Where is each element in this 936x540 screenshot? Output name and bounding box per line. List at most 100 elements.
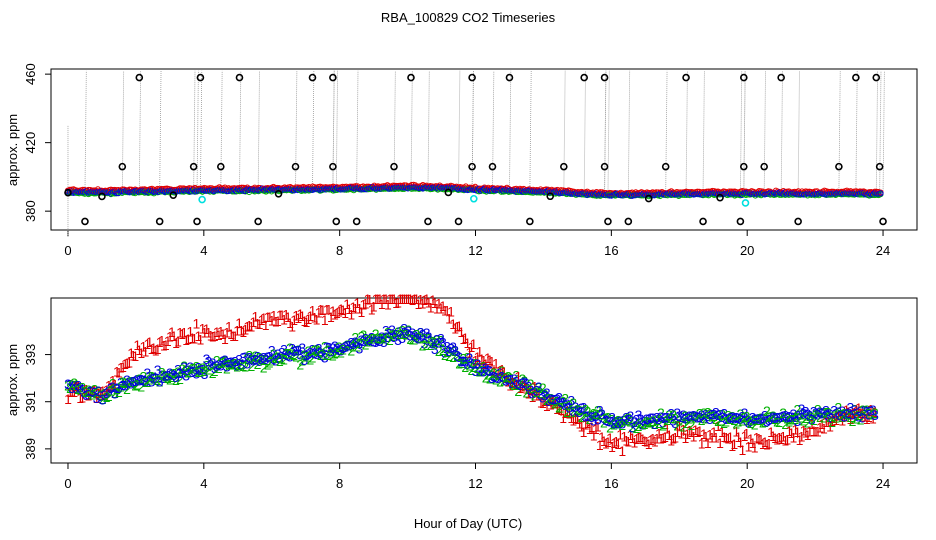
trace-line [471, 70, 474, 191]
bottom-point-series-2: 2 [718, 406, 726, 422]
bottom-point-series-3: 3 [415, 330, 423, 346]
bottom-point-series-2: 2 [296, 357, 304, 373]
bottom-point-series-1: 1 [209, 329, 217, 345]
bottom-point-series-3: 3 [194, 359, 202, 375]
bottom-point-series-3: 3 [274, 346, 282, 362]
bottom-point-series-1: 1 [437, 300, 445, 316]
y-tick-label: 393 [23, 344, 38, 366]
bottom-point-series-3: 3 [91, 384, 99, 400]
bottom-point-series-2: 2 [706, 406, 714, 422]
y-tick-label: 420 [23, 132, 38, 154]
bottom-point-series-1: 1 [474, 349, 482, 365]
bottom-point-series-2: 2 [154, 372, 162, 388]
bottom-point-series-3: 3 [604, 413, 612, 429]
bottom-point-series-3: 3 [372, 334, 380, 350]
bottom-point-series-3: 3 [129, 373, 137, 389]
bottom-point-series-3: 3 [712, 404, 720, 420]
bottom-point-series-3: 3 [154, 362, 162, 378]
top-cyan-point [470, 194, 478, 203]
bottom-point-series-3: 3 [631, 414, 639, 430]
bottom-point-series-1: 1 [390, 291, 398, 307]
bottom-point-series-3: 3 [425, 329, 433, 345]
bottom-point-series-3: 3 [317, 345, 325, 361]
bottom-point-series-1: 1 [573, 411, 581, 427]
bottom-point-series-1: 1 [787, 425, 795, 441]
bottom-point-series-1: 1 [443, 302, 451, 318]
bottom-point-series-3: 3 [400, 321, 408, 337]
bottom-point-series-1: 1 [256, 316, 264, 332]
bottom-point-series-1: 1 [239, 324, 247, 340]
bottom-point-series-3: 3 [337, 342, 345, 358]
bottom-point-series-2: 2 [806, 408, 814, 424]
bottom-point-series-2: 2 [415, 329, 423, 345]
bottom-point-series-2: 2 [529, 380, 537, 396]
bottom-point-series-2: 2 [604, 410, 612, 426]
bottom-point-series-1: 1 [201, 324, 209, 340]
bottom-point-series-1: 1 [675, 418, 683, 434]
bottom-point-series-2: 2 [737, 406, 745, 422]
trace-line [838, 70, 841, 195]
bottom-point-series-2: 2 [606, 419, 614, 435]
bottom-point-series-1: 1 [288, 319, 296, 335]
bottom-point-series-1: 1 [730, 436, 738, 452]
bottom-point-series-2: 2 [677, 409, 685, 425]
bottom-point-series-1: 1 [260, 310, 268, 326]
bottom-point-series-2: 2 [166, 372, 174, 388]
bottom-point-series-2: 2 [641, 416, 649, 432]
trace-line [529, 70, 532, 193]
bottom-point-series-2: 2 [714, 413, 722, 429]
bottom-point-series-3: 3 [117, 374, 125, 390]
bottom-point-series-1: 1 [274, 313, 282, 329]
bottom-point-series-1: 1 [280, 312, 288, 328]
bottom-point-series-2: 2 [561, 391, 569, 407]
bottom-point-series-2: 2 [374, 330, 382, 346]
bottom-point-series-2: 2 [661, 416, 669, 432]
bottom-point-series-1: 1 [512, 376, 520, 392]
bottom-point-series-2: 2 [288, 346, 296, 362]
bottom-point-series-3: 3 [315, 341, 323, 357]
bottom-point-series-2: 2 [857, 411, 865, 427]
bottom-point-series-3: 3 [392, 326, 400, 342]
bottom-point-series-2: 2 [264, 357, 272, 373]
bottom-point-series-3: 3 [498, 369, 506, 385]
top-outlier-point [274, 189, 283, 198]
bottom-point-series-3: 3 [437, 330, 445, 346]
bottom-point-series-3: 3 [618, 416, 626, 432]
bottom-point-series-1: 1 [596, 437, 604, 453]
bottom-point-series-1: 1 [203, 321, 211, 337]
bottom-point-series-2: 2 [201, 363, 209, 379]
bottom-point-series-1: 1 [89, 383, 97, 399]
bottom-point-series-2: 2 [869, 406, 877, 422]
bottom-point-series-1: 1 [459, 331, 467, 347]
bottom-point-series-2: 2 [235, 357, 243, 373]
bottom-point-series-1: 1 [614, 436, 622, 452]
bottom-point-series-3: 3 [188, 364, 196, 380]
y-tick-label: 391 [23, 391, 38, 413]
bottom-point-series-2: 2 [612, 415, 620, 431]
bottom-point-series-1: 1 [529, 389, 537, 405]
bottom-point-series-3: 3 [527, 382, 535, 398]
bottom-point-series-3: 3 [629, 420, 637, 436]
bottom-point-series-2: 2 [571, 404, 579, 420]
bottom-point-series-1: 1 [431, 295, 439, 311]
bottom-point-series-2: 2 [194, 364, 202, 380]
bottom-y-axis: 389 391 393 [23, 344, 51, 460]
bottom-point-series-3: 3 [406, 327, 414, 343]
bottom-point-series-2: 2 [129, 374, 137, 390]
top-outlier-point [189, 162, 198, 171]
bottom-point-series-3: 3 [600, 410, 608, 426]
bottom-point-series-1: 1 [215, 327, 223, 343]
bottom-point-series-1: 1 [205, 325, 213, 341]
bottom-point-series-2: 2 [91, 382, 99, 398]
bottom-point-series-3: 3 [635, 407, 643, 423]
bottom-point-series-3: 3 [144, 365, 152, 381]
top-outlier-point [505, 73, 514, 82]
bottom-point-series-3: 3 [307, 345, 315, 361]
bottom-point-series-1: 1 [142, 343, 150, 359]
x-tick-label: 0 [64, 243, 71, 258]
bottom-point-series-1: 1 [396, 291, 404, 307]
bottom-point-series-2: 2 [553, 393, 561, 409]
bottom-point-series-2: 2 [178, 361, 186, 377]
bottom-point-series-3: 3 [798, 401, 806, 417]
bottom-point-series-1: 1 [93, 390, 101, 406]
